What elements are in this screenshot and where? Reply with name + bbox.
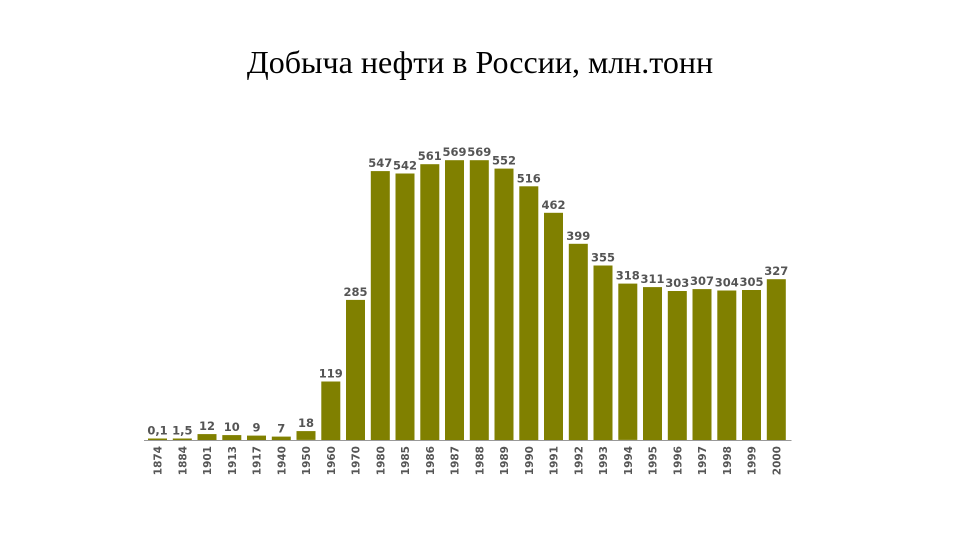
bar-1999 bbox=[742, 290, 761, 440]
value-label-1901: 12 bbox=[199, 419, 215, 433]
bar-1950 bbox=[296, 431, 316, 440]
x-tick-1985: 1985 bbox=[400, 446, 412, 475]
bar-1970 bbox=[346, 299, 365, 440]
bar-1995 bbox=[643, 287, 662, 440]
x-tick-1913: 1913 bbox=[227, 446, 239, 475]
value-label-1950: 18 bbox=[298, 416, 314, 430]
bar-1913 bbox=[222, 435, 242, 440]
x-tick-1960: 1960 bbox=[326, 446, 338, 475]
bar-1994 bbox=[618, 283, 638, 440]
x-tick-1999: 1999 bbox=[747, 446, 759, 475]
bar-2000 bbox=[766, 279, 786, 440]
x-tick-1980: 1980 bbox=[375, 446, 387, 475]
x-tick-1992: 1992 bbox=[573, 446, 585, 475]
bar-1997 bbox=[692, 289, 712, 440]
x-tick-1994: 1994 bbox=[623, 446, 635, 475]
bar-1980 bbox=[370, 171, 390, 440]
value-label-1987: 569 bbox=[442, 145, 466, 159]
bar-1987 bbox=[445, 160, 464, 440]
value-label-1940: 7 bbox=[277, 422, 285, 436]
value-label-1913: 10 bbox=[224, 420, 240, 434]
value-label-1993: 355 bbox=[591, 251, 615, 265]
x-tick-1917: 1917 bbox=[252, 446, 264, 475]
bar-1989 bbox=[494, 168, 514, 440]
bar-1991 bbox=[544, 212, 563, 440]
bar-1996 bbox=[667, 291, 687, 440]
value-label-1960: 119 bbox=[319, 367, 343, 381]
x-tick-1950: 1950 bbox=[301, 446, 313, 475]
x-tick-1996: 1996 bbox=[672, 446, 684, 475]
x-tick-2000: 2000 bbox=[771, 446, 783, 475]
x-tick-1989: 1989 bbox=[499, 446, 511, 475]
bar-1960 bbox=[321, 381, 341, 440]
bars-group bbox=[148, 160, 786, 440]
value-label-1994: 318 bbox=[616, 269, 640, 283]
value-label-1985: 542 bbox=[393, 159, 417, 173]
bar-1901 bbox=[197, 434, 217, 440]
x-tick-1874: 1874 bbox=[153, 446, 165, 475]
bar-1940 bbox=[271, 436, 291, 440]
value-label-1986: 561 bbox=[418, 149, 442, 163]
bar-1998 bbox=[717, 290, 737, 440]
x-tick-1991: 1991 bbox=[549, 446, 561, 475]
x-tick-1970: 1970 bbox=[351, 446, 363, 475]
bar-1990 bbox=[519, 186, 539, 440]
value-label-1970: 285 bbox=[343, 285, 367, 299]
x-tick-1988: 1988 bbox=[474, 446, 486, 475]
value-label-1990: 516 bbox=[517, 171, 541, 185]
value-label-1988: 569 bbox=[467, 145, 491, 159]
bar-1874 bbox=[148, 438, 167, 440]
bar-1993 bbox=[593, 265, 613, 440]
bar-1986 bbox=[420, 164, 440, 440]
bar-1985 bbox=[395, 173, 415, 440]
x-tick-1998: 1998 bbox=[722, 446, 734, 475]
value-label-1995: 311 bbox=[640, 272, 664, 286]
value-label-1874: 0,1 bbox=[147, 424, 167, 438]
x-tick-1884: 1884 bbox=[177, 446, 189, 475]
x-tick-1986: 1986 bbox=[425, 446, 437, 475]
x-tick-1940: 1940 bbox=[276, 446, 288, 475]
x-tick-1987: 1987 bbox=[450, 446, 462, 475]
value-label-1989: 552 bbox=[492, 154, 516, 168]
x-tick-1993: 1993 bbox=[598, 446, 610, 475]
value-label-2000: 327 bbox=[764, 264, 788, 278]
value-label-1884: 1,5 bbox=[172, 424, 192, 438]
x-tick-labels-group: 1874 1884 1901 1913 1917 1940 1950 1960 1970 1980… bbox=[153, 446, 784, 475]
value-label-1980: 547 bbox=[368, 156, 392, 170]
value-label-1999: 305 bbox=[739, 275, 763, 289]
value-label-1917: 9 bbox=[252, 421, 260, 435]
value-label-1998: 304 bbox=[715, 276, 739, 290]
bar-1988 bbox=[469, 160, 489, 440]
value-label-1992: 399 bbox=[566, 229, 590, 243]
bar-1917 bbox=[247, 435, 266, 440]
value-label-1991: 462 bbox=[541, 198, 565, 212]
x-tick-1990: 1990 bbox=[524, 446, 536, 475]
value-label-1997: 307 bbox=[690, 274, 714, 288]
x-tick-1901: 1901 bbox=[202, 446, 214, 475]
value-label-1996: 303 bbox=[665, 276, 689, 290]
x-tick-1995: 1995 bbox=[648, 446, 660, 475]
x-tick-1997: 1997 bbox=[697, 446, 709, 475]
bar-1884 bbox=[172, 438, 192, 440]
bar-1992 bbox=[568, 243, 588, 440]
chart-title: Добыча нефти в России, млн.тонн bbox=[246, 44, 714, 80]
